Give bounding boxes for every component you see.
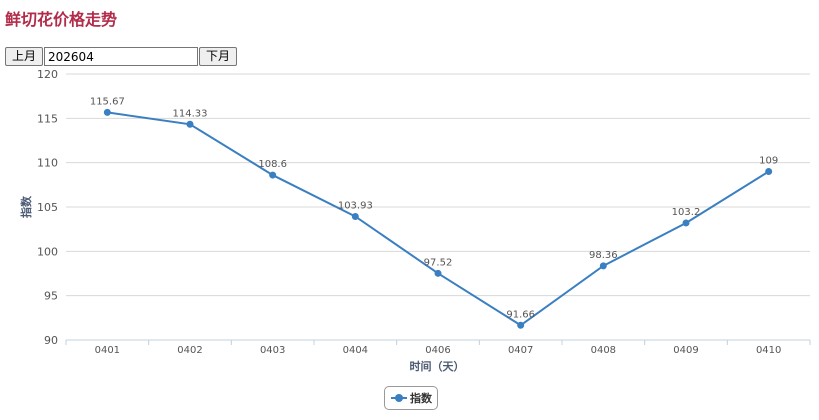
x-tick-label: 0401: [95, 345, 120, 356]
month-input[interactable]: [44, 47, 199, 66]
y-tick-label: 105: [37, 201, 58, 214]
page-title: 鲜切花价格走势: [5, 10, 118, 29]
data-label: 103.93: [338, 200, 373, 211]
grid-layer: [66, 73, 810, 297]
y-tick-label: 120: [37, 68, 58, 81]
data-label: 109: [759, 156, 778, 167]
data-point: [186, 120, 194, 128]
data-label: 115.67: [90, 96, 125, 107]
series-line: [107, 111, 770, 327]
data-point: [269, 171, 277, 179]
data-label: 114.33: [173, 108, 208, 119]
x-axis-title: 时间（天）: [410, 359, 465, 373]
prev-month-button[interactable]: 上月: [5, 47, 44, 66]
data-point: [351, 212, 359, 220]
data-label: 98.36: [589, 250, 618, 261]
y-axis-title: 指数: [19, 195, 33, 218]
month-toolbar: 上月 下月: [5, 47, 238, 66]
y-tick-label: 100: [37, 245, 58, 258]
y-tick-label: 90: [44, 334, 58, 347]
x-tick-label: 0404: [343, 345, 368, 356]
next-month-button[interactable]: 下月: [199, 47, 238, 66]
data-point: [103, 108, 111, 116]
legend-label: 指数: [410, 392, 432, 405]
y-tick-label: 95: [44, 290, 58, 303]
axis-layer: 90 95 100 105 110 115 120 0401 0402 0403 0404 0406 0…: [37, 68, 811, 356]
data-point: [599, 262, 607, 270]
x-tick-label: 0402: [177, 345, 202, 356]
data-label: 108.6: [258, 159, 287, 170]
x-tick-label: 0408: [591, 345, 616, 356]
y-tick-label: 115: [37, 112, 58, 125]
data-point: [765, 168, 773, 176]
data-label: 91.66: [506, 309, 535, 320]
series-layer: 115.67 114.33 108.6 103.93 97.52 91.66 98.36 10…: [90, 96, 778, 329]
data-point: [434, 269, 442, 277]
legend-item[interactable]: 指数: [384, 386, 438, 410]
x-tick-label: 0410: [756, 345, 781, 356]
data-point: [682, 219, 690, 227]
x-tick-label: 0406: [425, 345, 450, 356]
legend-line-dot-icon: [391, 393, 407, 403]
data-label: 103.2: [672, 207, 701, 218]
y-tick-label: 110: [37, 157, 58, 170]
x-tick-label: 0403: [260, 345, 285, 356]
data-label: 97.52: [424, 257, 453, 268]
x-tick-label: 0409: [673, 345, 698, 356]
data-point: [517, 321, 525, 329]
x-tick-label: 0407: [508, 345, 533, 356]
